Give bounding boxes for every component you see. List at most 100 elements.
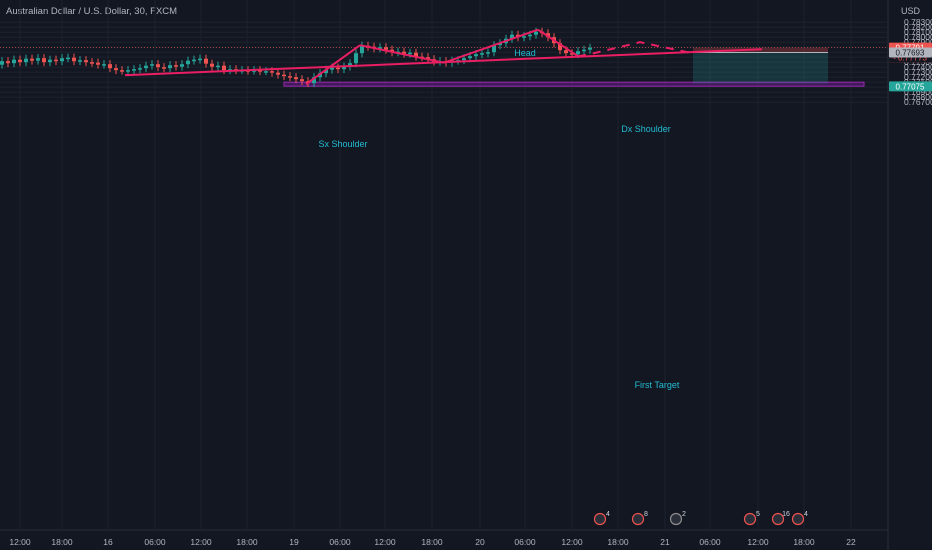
event-marker-icon [593, 512, 607, 526]
x-tick-label: 18:00 [607, 537, 629, 547]
candle-body [558, 43, 562, 51]
event-marker-icon [631, 512, 645, 526]
x-tick-label: 06:00 [144, 537, 166, 547]
candle-body [216, 65, 220, 68]
candle-body [486, 52, 490, 54]
x-tick-label: 20 [475, 537, 485, 547]
event-marker-count: 2 [682, 511, 686, 518]
target-price-tag-bg [889, 81, 932, 92]
event-marker-count: 5 [756, 511, 760, 518]
x-tick-label: 12:00 [561, 537, 583, 547]
x-tick-label: 12:00 [747, 537, 769, 547]
x-tick-label: 16 [103, 537, 113, 547]
first-target-label: First Target [635, 380, 680, 390]
candle-body [180, 64, 184, 67]
x-tick-label: 12:00 [190, 537, 212, 547]
candle-body [144, 65, 148, 69]
candle-body [300, 79, 304, 82]
candle-body [264, 71, 268, 73]
candle-body [312, 77, 316, 84]
candle-body [480, 53, 484, 55]
candle-body [30, 58, 34, 61]
candle-body [378, 47, 382, 49]
event-marker-icon [743, 512, 757, 526]
left-shoulder-fall [359, 44, 445, 64]
candle-body [18, 59, 22, 63]
candle-body [48, 59, 52, 63]
head-label: Head [514, 48, 536, 58]
x-tick-label: 22 [846, 537, 856, 547]
candle-body [120, 70, 124, 72]
entry-price-tag: 0.77693 [896, 49, 925, 58]
candle-body [168, 65, 172, 69]
candle-body [72, 57, 76, 62]
x-tick-label: 12:00 [374, 537, 396, 547]
x-tick-label: 18:00 [421, 537, 443, 547]
candle-body [192, 59, 196, 62]
candle-body [570, 53, 574, 55]
y-tick-label: 0.77200 [904, 72, 932, 82]
candle-body [156, 64, 160, 68]
event-marker-count: 8 [644, 511, 648, 518]
candle-body [132, 69, 136, 71]
x-tick-label: 18:00 [236, 537, 258, 547]
x-tick-label: 06:00 [514, 537, 536, 547]
x-tick-label: 12:00 [9, 537, 31, 547]
candle-body [186, 60, 190, 65]
candle-body [60, 58, 64, 62]
candle-body [402, 51, 406, 54]
candle-body [414, 52, 418, 57]
candle-body [324, 69, 328, 74]
symbol-title: Australian Dollar / U.S. Dollar, 30, FXC… [6, 6, 178, 17]
right-shoulder-label: Dx Shoulder [621, 124, 671, 134]
take-profit-zone [693, 52, 828, 84]
candle-body [126, 70, 130, 72]
x-tick-label: 18:00 [51, 537, 73, 547]
candle-body [282, 74, 286, 77]
candle-body [36, 58, 40, 61]
candle-body [342, 66, 346, 70]
candle-body [492, 45, 496, 53]
y-tick-label: 0.77300 [904, 67, 932, 77]
candle-body [114, 68, 118, 71]
y-tick-label: 0.76700 [904, 97, 932, 107]
candle-body [96, 62, 100, 65]
candle-body [288, 76, 292, 78]
candle-body [462, 58, 466, 61]
event-marker-count: 4 [804, 511, 808, 518]
entry-price-tag-bg [889, 47, 932, 58]
candle-body [348, 63, 352, 67]
candle-body [276, 72, 280, 75]
candle-body [84, 60, 88, 63]
event-marker-icon [669, 512, 683, 526]
candle-body [252, 70, 256, 72]
event-marker-icon [791, 512, 805, 526]
candle-body [102, 64, 106, 66]
x-tick-label: 06:00 [329, 537, 351, 547]
candle-body [108, 64, 112, 69]
y-tick-label: 0.76800 [904, 92, 932, 102]
candle-body [90, 62, 94, 64]
candle-body [270, 71, 274, 73]
candle-body [426, 57, 430, 60]
candle-body [384, 47, 388, 50]
candle-body [564, 50, 568, 54]
y-tick-label: 0.78300 [904, 17, 932, 27]
candle-body [576, 51, 580, 55]
y-tick-label: 0.78000 [904, 32, 932, 42]
event-marker-count: 16 [782, 511, 790, 518]
event-marker-count: 4 [606, 511, 610, 518]
candle-body [54, 59, 58, 62]
candle-body [66, 57, 70, 60]
candle-body [198, 58, 202, 61]
target-price-tag: 0.77075 [896, 82, 925, 91]
left-shoulder-rise [305, 44, 361, 85]
y-tick-label: 0.77400 [904, 62, 932, 72]
candle-body [522, 36, 526, 38]
candle-body [0, 61, 4, 65]
candle-body [330, 67, 334, 70]
candle-body [408, 52, 412, 55]
candle-body [294, 77, 298, 80]
candle-body [138, 68, 142, 70]
